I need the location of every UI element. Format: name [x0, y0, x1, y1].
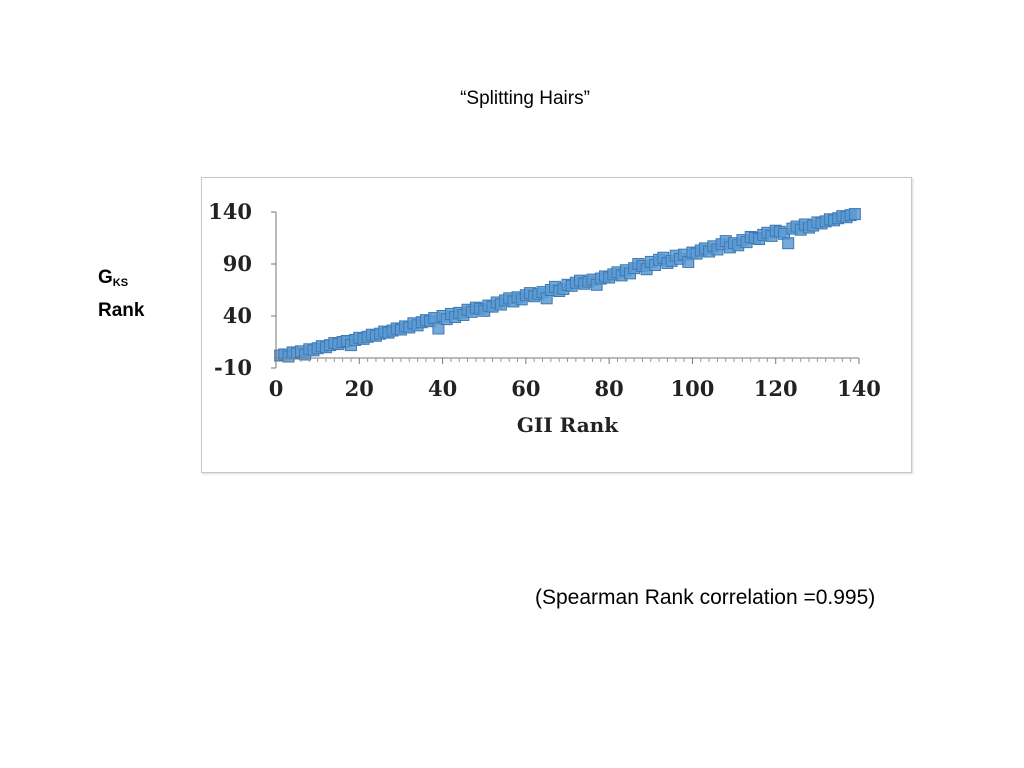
data-point: [848, 208, 861, 221]
y-axis-label-subscript: KS: [112, 277, 129, 289]
x-tick-label: 80: [595, 376, 624, 401]
y-tick-label: 90: [223, 251, 252, 276]
x-tick-label: 120: [754, 376, 798, 401]
x-tick-label: 20: [345, 376, 374, 401]
x-tick-label: 0: [269, 376, 284, 401]
scatter-chart: -10 40 90 140 0 20 40 60 80 100 120 140 GII Rank: [208, 199, 881, 437]
axes: [271, 211, 860, 369]
x-tick-label: 60: [511, 376, 540, 401]
tick-labels: -10 40 90 140 0 20 40 60 80 100 120 140: [208, 199, 881, 401]
x-axis-title: GII Rank: [517, 413, 619, 437]
x-tick-label: 100: [671, 376, 715, 401]
y-axis-label-main: G: [98, 267, 113, 288]
plot-marks: [274, 208, 861, 363]
y-tick-label: 140: [208, 199, 252, 224]
y-tick-label: 40: [223, 303, 252, 328]
x-tick-label: 140: [837, 376, 881, 401]
chart-frame: -10 40 90 140 0 20 40 60 80 100 120 140 GII Rank: [201, 177, 912, 473]
slide-title: “Splitting Hairs”: [460, 88, 590, 109]
correlation-note: (Spearman Rank correlation =0.995): [535, 586, 876, 609]
data-point: [782, 237, 795, 250]
x-tick-label: 40: [428, 376, 457, 401]
y-axis-label-line2: Rank: [98, 300, 145, 321]
y-axis-label: GKS Rank: [98, 264, 144, 324]
y-tick-label: -10: [214, 355, 252, 380]
data-point: [432, 322, 445, 335]
